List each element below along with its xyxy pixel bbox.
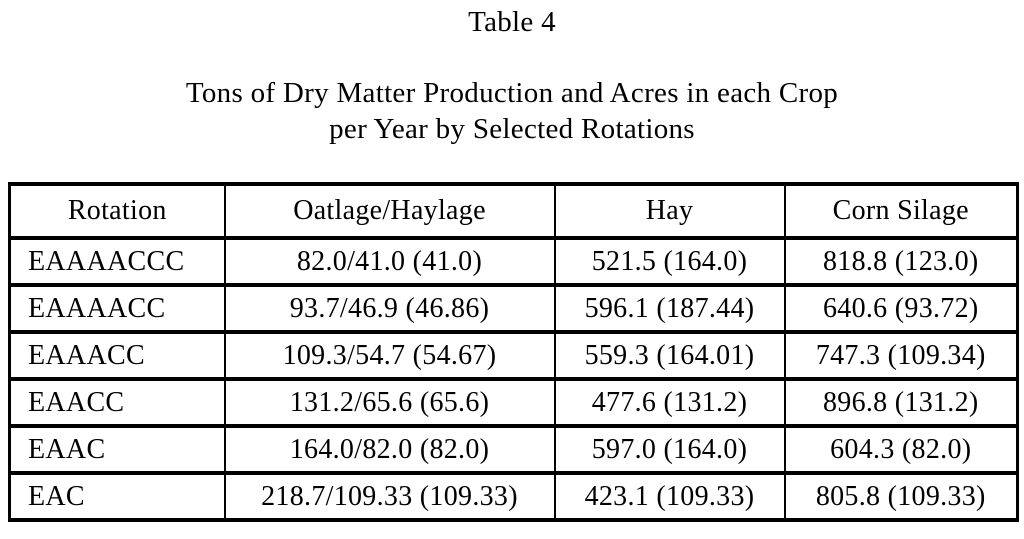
rotation-cell: EAAAACCC (8, 236, 226, 287)
corn-silage-cell: 818.8 (123.0) (783, 236, 1019, 287)
table-row: EAACC 131.2/65.6 (65.6) 477.6 (131.2) 89… (8, 377, 1019, 428)
oatlage-haylage-cell: 218.7/109.33 (109.33) (223, 471, 556, 522)
rotation-cell: EAAACC (8, 330, 226, 381)
hay-cell: 559.3 (164.01) (553, 330, 786, 381)
table-subtitle: Tons of Dry Matter Production and Acres … (0, 75, 1024, 147)
hay-cell: 596.1 (187.44) (553, 283, 786, 334)
hay-cell: 597.0 (164.0) (553, 424, 786, 475)
column-header-hay: Hay (553, 182, 786, 240)
oatlage-haylage-cell: 109.3/54.7 (54.67) (223, 330, 556, 381)
table-header-row: Rotation Oatlage/Haylage Hay Corn Silage (8, 182, 1019, 240)
rotation-cell: EAC (8, 471, 226, 522)
table-subtitle-line-2: per Year by Selected Rotations (329, 113, 695, 145)
oatlage-haylage-cell: 164.0/82.0 (82.0) (223, 424, 556, 475)
rotation-cell: EAAC (8, 424, 226, 475)
table-row: EAC 218.7/109.33 (109.33) 423.1 (109.33)… (8, 471, 1019, 522)
column-header-corn-silage: Corn Silage (783, 182, 1019, 240)
column-header-oatlage-haylage: Oatlage/Haylage (223, 182, 556, 240)
hay-cell: 521.5 (164.0) (553, 236, 786, 287)
rotations-table: Rotation Oatlage/Haylage Hay Corn Silage… (8, 182, 1019, 522)
oatlage-haylage-cell: 82.0/41.0 (41.0) (223, 236, 556, 287)
table-subtitle-line-1: Tons of Dry Matter Production and Acres … (185, 77, 839, 109)
corn-silage-cell: 747.3 (109.34) (783, 330, 1019, 381)
table-row: EAAAACCC 82.0/41.0 (41.0) 521.5 (164.0) … (8, 236, 1019, 287)
rotation-cell: EAACC (8, 377, 226, 428)
hay-cell: 423.1 (109.33) (553, 471, 786, 522)
corn-silage-cell: 805.8 (109.33) (783, 471, 1019, 522)
corn-silage-cell: 640.6 (93.72) (783, 283, 1019, 334)
oatlage-haylage-cell: 93.7/46.9 (46.86) (223, 283, 556, 334)
column-header-rotation: Rotation (8, 182, 226, 240)
corn-silage-cell: 604.3 (82.0) (783, 424, 1019, 475)
hay-cell: 477.6 (131.2) (553, 377, 786, 428)
corn-silage-cell: 896.8 (131.2) (783, 377, 1019, 428)
oatlage-haylage-cell: 131.2/65.6 (65.6) (223, 377, 556, 428)
rotation-cell: EAAAACC (8, 283, 226, 334)
table-row: EAAC 164.0/82.0 (82.0) 597.0 (164.0) 604… (8, 424, 1019, 475)
table-row: EAAACC 109.3/54.7 (54.67) 559.3 (164.01)… (8, 330, 1019, 381)
table-row: EAAAACC 93.7/46.9 (46.86) 596.1 (187.44)… (8, 283, 1019, 334)
page-title: Table 4 (468, 6, 556, 38)
